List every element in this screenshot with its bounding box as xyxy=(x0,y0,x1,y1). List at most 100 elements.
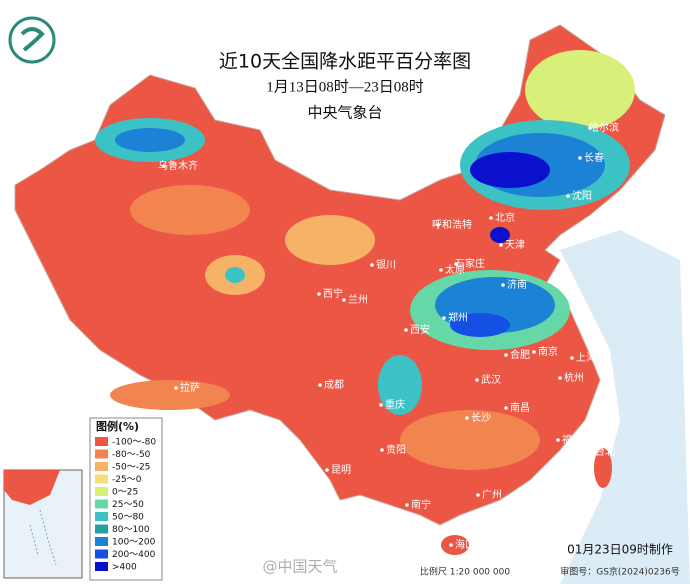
city-label: 香港 xyxy=(507,499,527,511)
city-dot xyxy=(325,468,329,472)
city-dot xyxy=(174,386,178,390)
city-label: 合肥 xyxy=(510,348,530,361)
legend-swatch xyxy=(95,524,108,534)
precip-zone xyxy=(525,50,635,130)
legend-label: 25～50 xyxy=(112,500,144,510)
city-dot xyxy=(578,156,582,160)
inset-islands xyxy=(29,509,57,566)
precip-zone xyxy=(400,410,540,470)
city-label: 广州 xyxy=(482,489,502,501)
city-dot xyxy=(439,268,443,272)
city-dot xyxy=(465,416,469,420)
city-label: 银川 xyxy=(376,258,396,271)
city-dot xyxy=(588,126,592,130)
legend-label: -25～0 xyxy=(112,475,142,485)
city-label: 北京 xyxy=(495,211,515,224)
city-dot xyxy=(162,164,166,168)
city-label: 成都 xyxy=(324,379,344,391)
scale: 比例尺 1:20 000 000 xyxy=(420,566,510,578)
city-dot xyxy=(504,353,508,357)
city-label: 贵阳 xyxy=(386,443,406,456)
legend: 图例(%) -100～-80 -80～-50 -50～-25 -25～0 0～25 25～… xyxy=(89,417,163,581)
city-label: 长春 xyxy=(584,152,604,164)
city-dot xyxy=(476,493,480,497)
precip-zone xyxy=(378,355,422,415)
logo-mark xyxy=(20,27,45,52)
city-dot xyxy=(475,378,479,382)
city-label: 拉萨 xyxy=(180,381,200,394)
legend-swatch xyxy=(95,487,108,496)
precip-zone xyxy=(115,128,185,152)
city-dot xyxy=(570,356,574,360)
land xyxy=(14,24,666,555)
city-dot xyxy=(449,543,453,547)
precip-zone xyxy=(450,313,510,337)
legend-swatch xyxy=(95,449,108,459)
legend-title: 图例(%) xyxy=(96,419,139,433)
legend-label: -50～-25 xyxy=(112,463,150,473)
logo xyxy=(8,16,56,64)
city-label: 哈尔滨 xyxy=(589,121,619,134)
city-dot xyxy=(379,403,383,407)
precip-zone xyxy=(470,152,550,188)
sea xyxy=(560,230,690,584)
hainan xyxy=(441,535,469,555)
title: 近10天全国降水距平百分率图 xyxy=(219,51,471,73)
city-dot xyxy=(499,243,503,247)
city-label: 南昌 xyxy=(510,401,530,414)
legend-swatch xyxy=(95,437,108,446)
legend-swatch xyxy=(95,562,108,571)
city-dot xyxy=(477,515,481,519)
map-number: 审图号：GS京(2024)0236号 xyxy=(560,566,680,578)
city-dot xyxy=(589,450,593,454)
city-dot xyxy=(404,328,408,332)
subtitle: 1月13日08时—23日08时 xyxy=(266,78,424,95)
city-label: 海口 xyxy=(455,538,475,551)
legend-label: 200～400 xyxy=(112,550,156,560)
made-time: 01月23日09时制作 xyxy=(567,543,673,557)
city-dot xyxy=(504,406,508,410)
city-label: 沈阳 xyxy=(572,189,592,202)
city-dot xyxy=(489,216,493,220)
precip-zone xyxy=(490,227,510,243)
legend-label: -100～-80 xyxy=(112,438,156,448)
legend-label: 80～100 xyxy=(112,525,150,535)
legend-swatch xyxy=(95,474,108,484)
city-label: 呼和浩特 xyxy=(432,219,472,231)
legend-label: 50～80 xyxy=(112,513,144,523)
city-dot xyxy=(370,263,374,267)
legend-label: 100～200 xyxy=(112,538,156,548)
logo-ring xyxy=(8,16,56,64)
city-label: 石家庄 xyxy=(455,257,485,270)
city-label: 天津 xyxy=(505,239,525,251)
city-label: 上海 xyxy=(576,351,596,364)
legend-swatch xyxy=(95,512,108,521)
city-dot xyxy=(454,262,458,266)
legend-label: -80～-50 xyxy=(112,450,151,460)
city-dot xyxy=(317,292,321,296)
city-label: 长沙 xyxy=(471,412,491,424)
city-label: 南京 xyxy=(538,345,558,358)
city-label: 乌鲁木齐 xyxy=(158,159,198,172)
inset-map xyxy=(3,469,83,579)
legend-swatch xyxy=(95,462,108,471)
city-label: 济南 xyxy=(507,278,527,291)
precip-zone xyxy=(110,380,230,410)
city-label: 南宁 xyxy=(411,498,431,511)
city-dot xyxy=(442,316,446,320)
city-dot xyxy=(436,223,440,227)
legend-swatch xyxy=(95,549,108,559)
agency: 中央气象台 xyxy=(307,104,382,122)
city-dot xyxy=(405,503,409,507)
city-dot xyxy=(501,503,505,507)
city-dot xyxy=(380,448,384,452)
city-label: 郑州 xyxy=(448,311,468,324)
city-dot xyxy=(342,298,346,302)
precip-zone xyxy=(225,267,245,283)
legend-label: 0～25 xyxy=(112,488,138,498)
city-dot xyxy=(556,438,560,442)
inset-land xyxy=(4,470,60,505)
city-dot xyxy=(558,376,562,380)
